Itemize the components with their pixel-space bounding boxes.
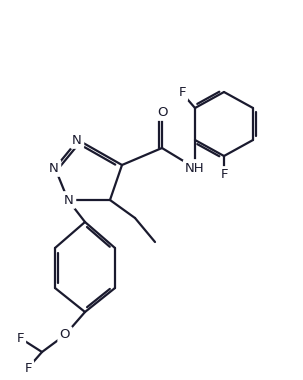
Text: O: O [60, 328, 70, 342]
Text: F: F [220, 168, 228, 182]
Text: F: F [24, 361, 32, 375]
Text: O: O [157, 106, 167, 119]
Text: O: O [157, 106, 167, 119]
Text: F: F [16, 331, 24, 345]
Text: N: N [64, 193, 74, 206]
Text: F: F [24, 361, 32, 375]
Text: N: N [64, 193, 74, 206]
Text: N: N [72, 133, 82, 147]
Text: F: F [178, 87, 186, 100]
Text: N: N [49, 162, 59, 174]
Text: N: N [49, 162, 59, 174]
Text: F: F [16, 331, 24, 345]
Text: O: O [60, 328, 70, 342]
Text: N: N [72, 133, 82, 147]
Text: NH: NH [185, 162, 205, 174]
Text: F: F [220, 168, 228, 182]
Text: F: F [178, 87, 186, 100]
Text: NH: NH [185, 162, 205, 174]
